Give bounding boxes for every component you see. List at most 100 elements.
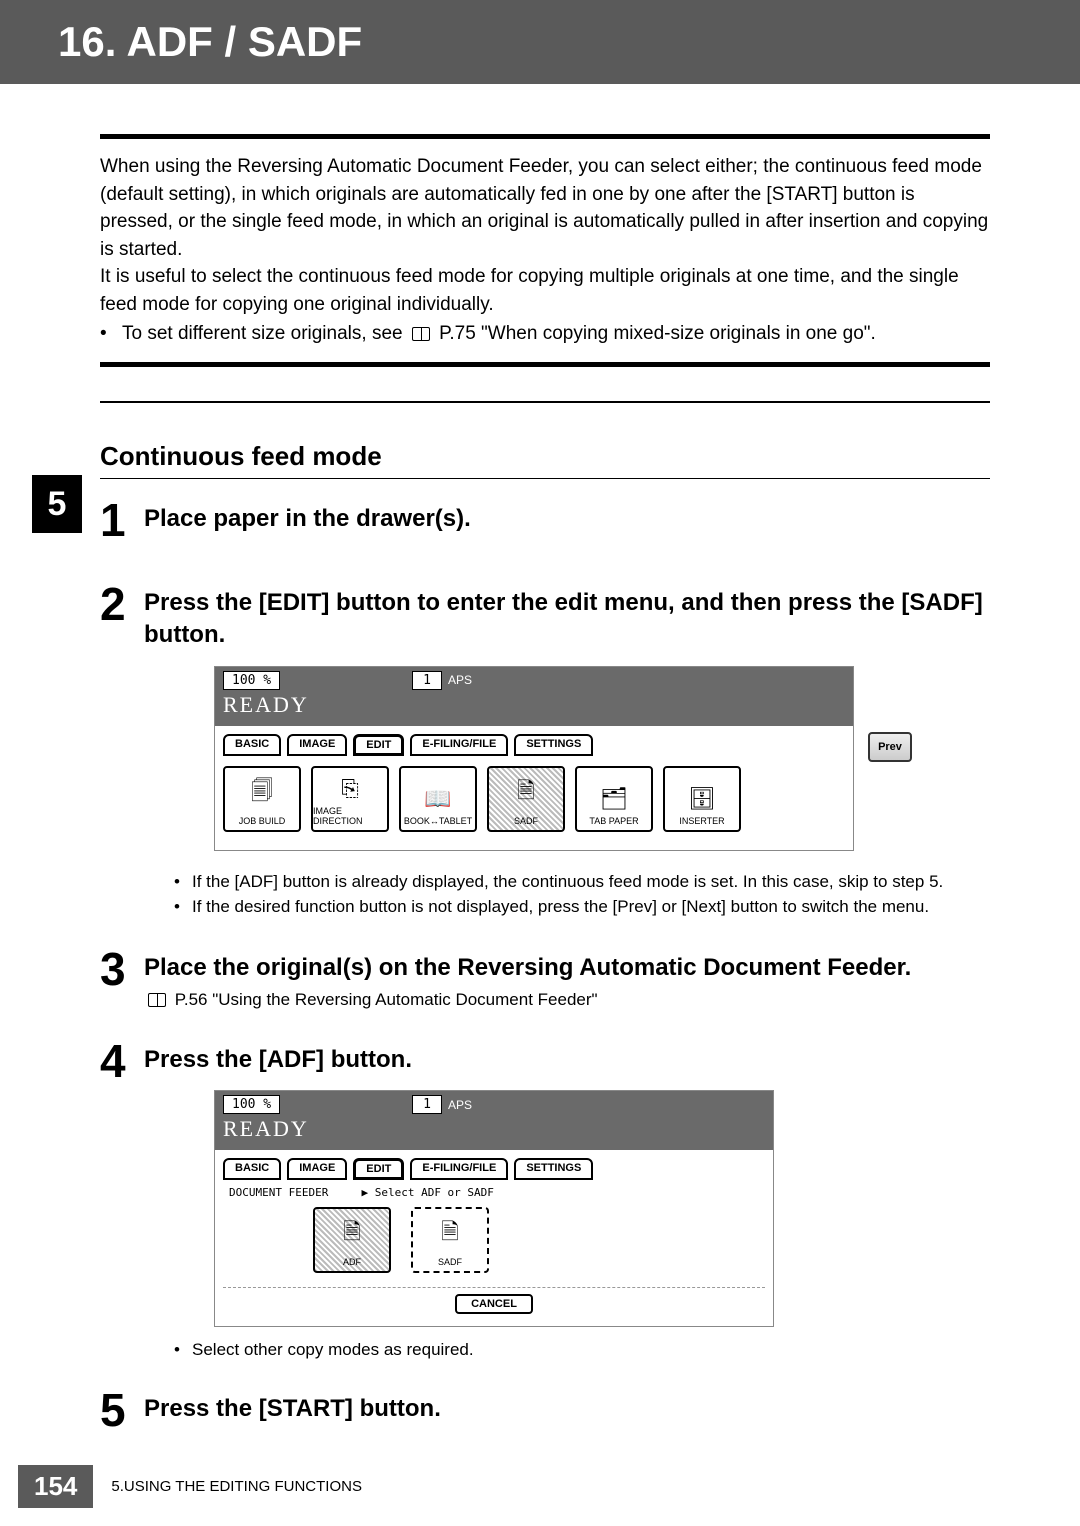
lcd-btn-cancel[interactable]: CANCEL (455, 1294, 533, 1314)
step-body: Place the original(s) on the Reversing A… (144, 946, 990, 1010)
note-text: Select other copy modes as required. (192, 1337, 474, 1363)
lcd-btn-label: INSERTER (679, 816, 724, 826)
lcd-subtitle: DOCUMENT FEEDER ▶ Select ADF or SADF (223, 1184, 765, 1207)
lcd-btn-label: ADF (343, 1257, 361, 1267)
bullet-dot: • (174, 894, 192, 920)
intro-block: When using the Reversing Automatic Docum… (100, 153, 990, 348)
chapter-tab: 5 (32, 475, 82, 533)
intro-bullet: • To set different size originals, see P… (100, 320, 990, 348)
lcd-topline: 100 % 1 APS (223, 671, 845, 690)
lcd-tab-edit[interactable]: EDIT (353, 1158, 404, 1180)
lcd-btn-booktablet[interactable]: 📖 BOOK↔TABLET (399, 766, 477, 832)
imagedir-icon: ⎘ (341, 776, 359, 802)
step2-notes: •If the [ADF] button is already displaye… (174, 869, 990, 920)
lcd-btn-label: SADF (438, 1257, 462, 1267)
step-1: 1 Place paper in the drawer(s). (100, 497, 990, 543)
step-title: Press the [ADF] button. (144, 1044, 990, 1076)
lcd-btn-label: BOOK↔TABLET (404, 816, 472, 826)
book-icon (148, 993, 166, 1007)
sadf-icon: 🗎 (441, 1215, 459, 1253)
lcd-body: DOCUMENT FEEDER ▶ Select ADF or SADF 🗎 AD… (215, 1180, 773, 1326)
lcd-subtitle-b: ▶ Select ADF or SADF (361, 1186, 493, 1199)
step-body: Press the [START] button. (144, 1387, 990, 1425)
step-body: Place paper in the drawer(s). (144, 497, 990, 535)
note-item: •If the [ADF] button is already displaye… (174, 869, 990, 895)
step-4: 4 Press the [ADF] button. 100 % 1 APS RE… (100, 1038, 990, 1363)
lcd-aps: APS (448, 1098, 472, 1112)
lcd-btn-label: JOB BUILD (239, 816, 286, 826)
lcd-copies: 1 (412, 1095, 442, 1114)
step-title: Place the original(s) on the Reversing A… (144, 952, 990, 984)
lcd-tab-settings[interactable]: SETTINGS (514, 1158, 593, 1180)
lcd-tab-efiling[interactable]: E-FILING/FILE (410, 1158, 508, 1180)
note-text: If the desired function button is not di… (192, 894, 929, 920)
lcd-btn-label: TAB PAPER (589, 816, 638, 826)
lcd-btn-inserter[interactable]: 🗄 INSERTER (663, 766, 741, 832)
bullet-dot: • (100, 320, 122, 348)
lcd-ready: READY (223, 1116, 765, 1142)
step-number: 3 (100, 946, 144, 992)
intro-paragraph-2: It is useful to select the continuous fe… (100, 263, 990, 318)
step4-notes: •Select other copy modes as required. (174, 1337, 990, 1363)
lcd-btn-sadf[interactable]: 🗎 SADF (411, 1207, 489, 1273)
inserter-icon: 🗄 (688, 786, 716, 812)
lcd-aps: APS (448, 673, 472, 687)
lcd-tab-image[interactable]: IMAGE (287, 1158, 347, 1180)
lcd-ready: READY (223, 692, 845, 718)
lcd-body: 🗐 JOB BUILD ⎘ IMAGE DIRECTION 📖 BOOK↔TABLET… (215, 756, 853, 850)
lcd-btn-imagedirection[interactable]: ⎘ IMAGE DIRECTION (311, 766, 389, 832)
lcd-tab-efiling[interactable]: E-FILING/FILE (410, 734, 508, 756)
lcd-btn-sadf[interactable]: 🗎 SADF (487, 766, 565, 832)
book-icon (412, 327, 430, 341)
section-header: 16. ADF / SADF (0, 0, 1080, 84)
step-number: 4 (100, 1038, 144, 1084)
lcd-tabs: BASIC IMAGE EDIT E-FILING/FILE SETTINGS (215, 1150, 773, 1180)
lcd-btn-tabpaper[interactable]: 🗂 TAB PAPER (575, 766, 653, 832)
note-item: •Select other copy modes as required. (174, 1337, 990, 1363)
lcd-button-row: 🗎 ADF 🗎 SADF (223, 1207, 765, 1273)
lcd-btn-label: SADF (514, 816, 538, 826)
rule (100, 362, 990, 367)
step3-ref: P.56 "Using the Reversing Automatic Docu… (144, 990, 990, 1010)
lcd-percent: 100 % (223, 1095, 280, 1114)
rule (100, 134, 990, 139)
section-title: 16. ADF / SADF (58, 18, 362, 65)
intro-bullet-lead: To set different size originals, see (122, 323, 408, 344)
adf-icon: 🗎 (343, 1215, 361, 1253)
bullet-dot: • (174, 1337, 192, 1363)
sadf-icon: 🗎 (517, 774, 535, 812)
lcd-tab-image[interactable]: IMAGE (287, 734, 347, 756)
rule (100, 401, 990, 403)
page-number: 154 (18, 1465, 93, 1508)
lcd-topline: 100 % 1 APS (223, 1095, 765, 1114)
lcd-btn-label: IMAGE DIRECTION (313, 806, 387, 826)
jobbuild-icon: 🗐 (251, 774, 273, 812)
step-number: 5 (100, 1387, 144, 1433)
lcd-tab-basic[interactable]: BASIC (223, 1158, 281, 1180)
step-5: 5 Press the [START] button. (100, 1387, 990, 1433)
step-title: Place paper in the drawer(s). (144, 503, 990, 535)
lcd-tab-edit[interactable]: EDIT (353, 734, 404, 756)
tabpaper-icon: 🗂 (600, 786, 628, 812)
lcd-tab-basic[interactable]: BASIC (223, 734, 281, 756)
lcd-copies: 1 (412, 671, 442, 690)
note-item: •If the desired function button is not d… (174, 894, 990, 920)
lcd-tab-settings[interactable]: SETTINGS (514, 734, 593, 756)
step-3: 3 Place the original(s) on the Reversing… (100, 946, 990, 1010)
lcd-btn-jobbuild[interactable]: 🗐 JOB BUILD (223, 766, 301, 832)
ref-text: P.56 "Using the Reversing Automatic Docu… (175, 990, 598, 1009)
step-2: 2 Press the [EDIT] button to enter the e… (100, 581, 990, 920)
step-title: Press the [START] button. (144, 1393, 990, 1425)
step-title: Press the [EDIT] button to enter the edi… (144, 587, 990, 652)
lcd-subtitle-a: DOCUMENT FEEDER (229, 1186, 328, 1199)
prev-button[interactable]: Prev (868, 732, 912, 762)
lcd-btn-adf[interactable]: 🗎 ADF (313, 1207, 391, 1273)
lcd-screenshot-1: 100 % 1 APS READY BASIC IMAGE EDIT E-FIL… (214, 666, 854, 851)
booktablet-icon: 📖 (424, 786, 451, 812)
intro-bullet-text: To set different size originals, see P.7… (122, 320, 876, 348)
lcd-cancel-row: CANCEL (223, 1287, 765, 1320)
content-area: When using the Reversing Automatic Docum… (0, 84, 1080, 1433)
step-number: 1 (100, 497, 144, 543)
lcd-tabs: BASIC IMAGE EDIT E-FILING/FILE SETTINGS (215, 726, 853, 756)
intro-paragraph-1: When using the Reversing Automatic Docum… (100, 153, 990, 263)
